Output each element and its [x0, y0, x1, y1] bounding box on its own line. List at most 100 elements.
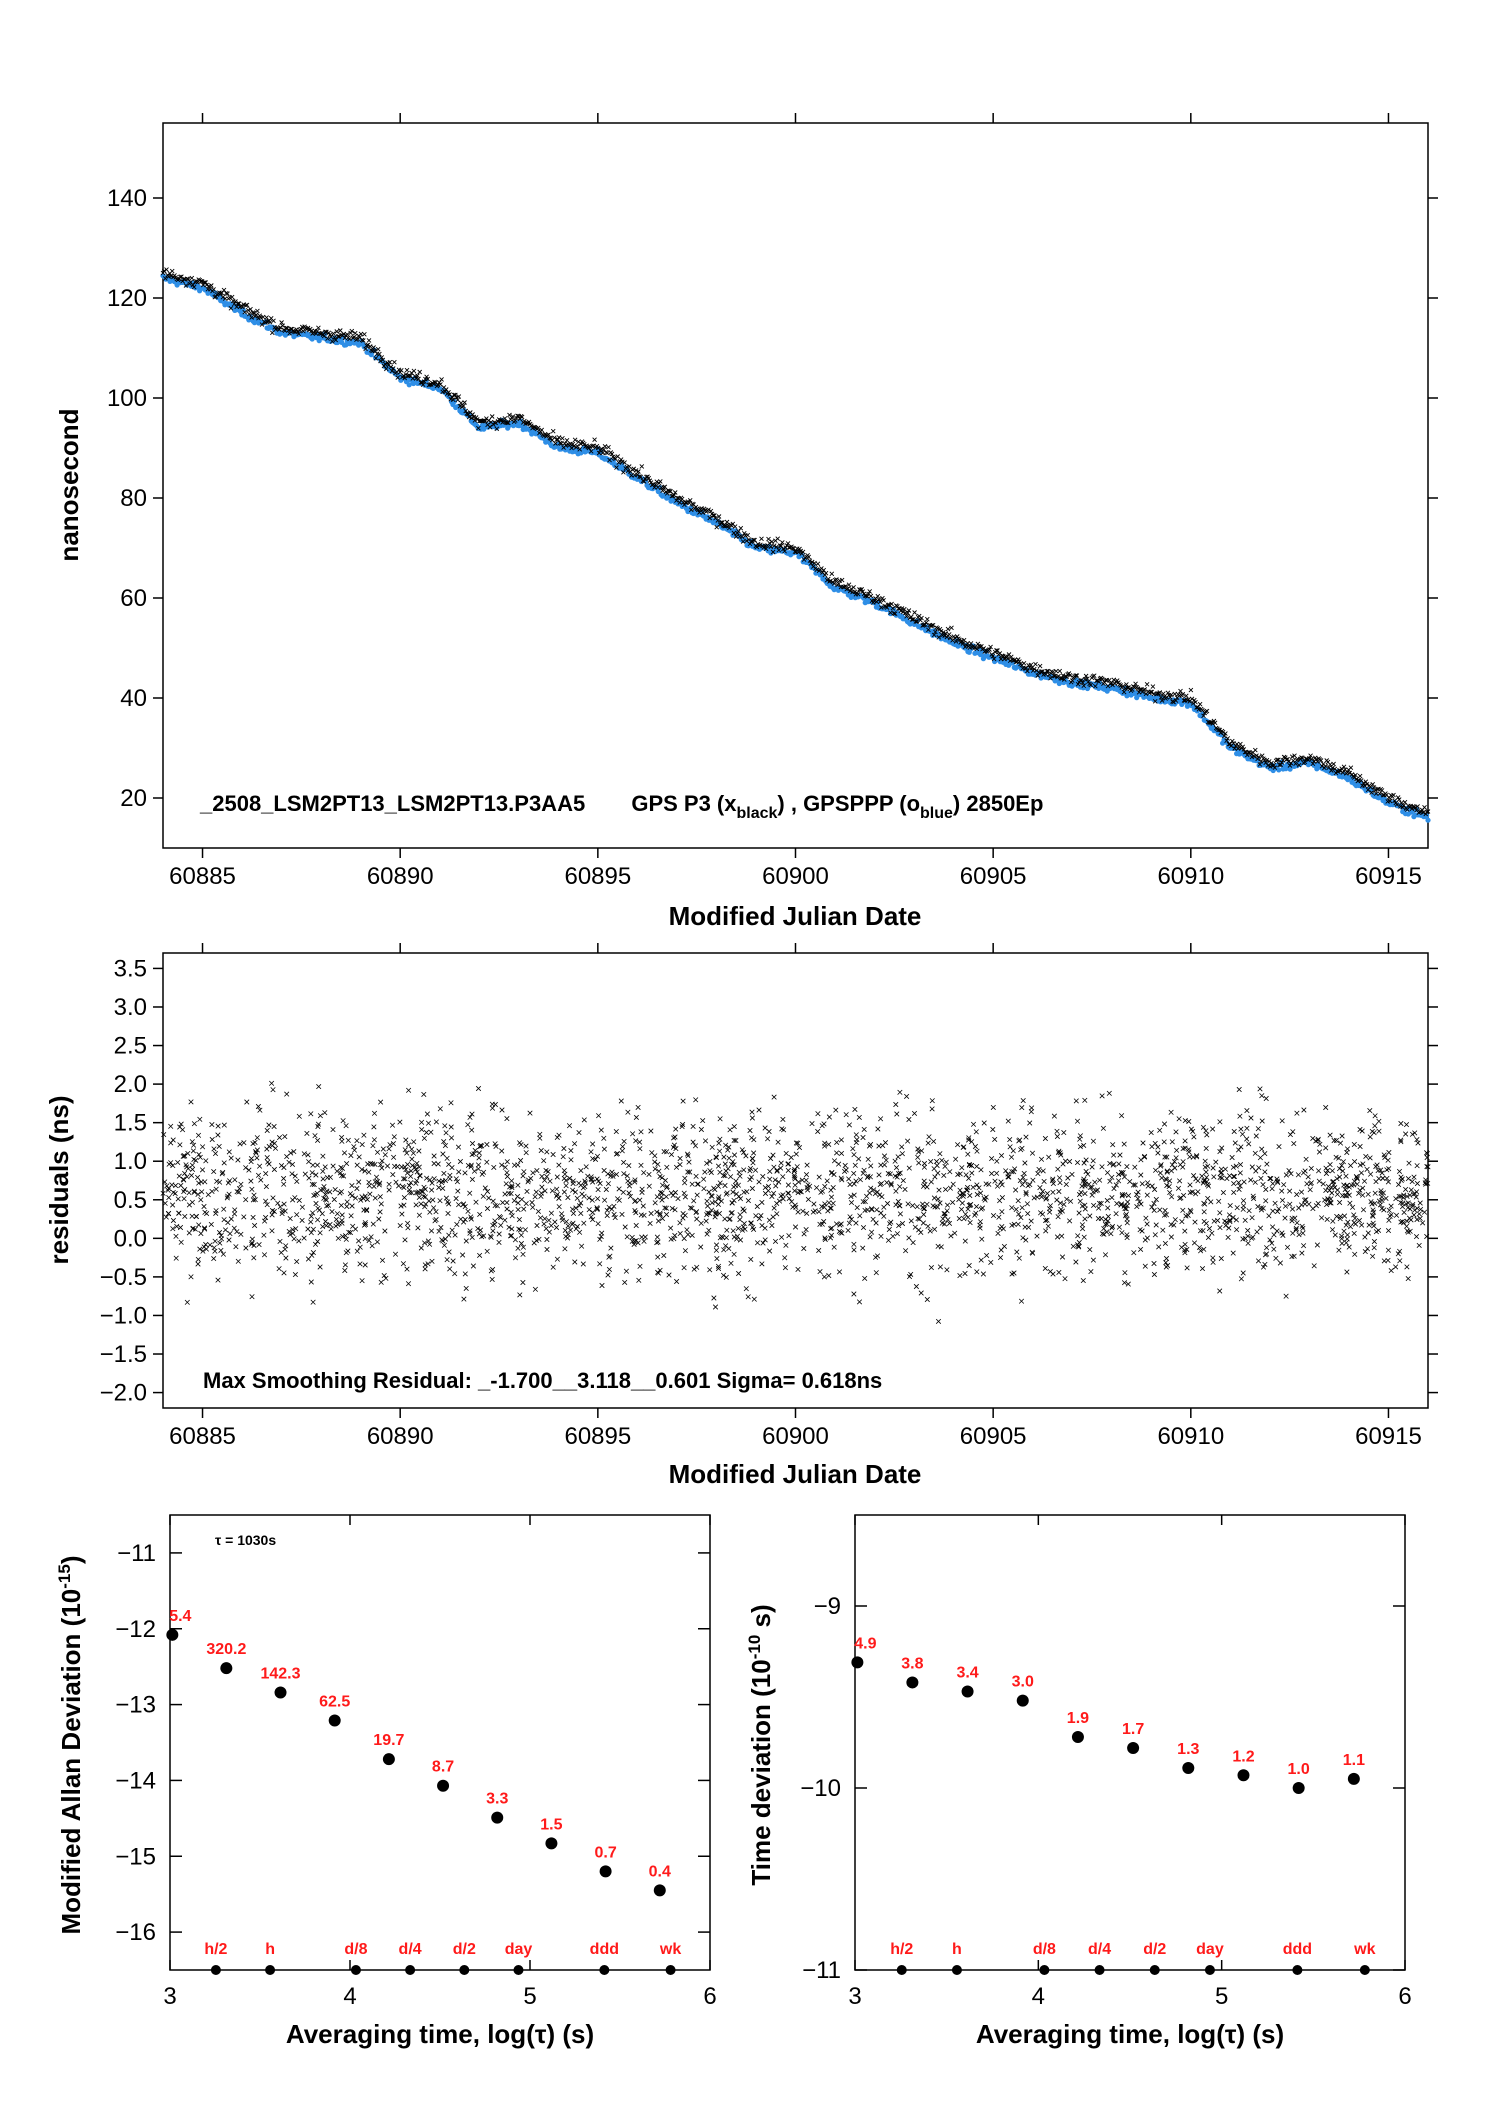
- gps-p3-point: [905, 610, 911, 616]
- residual-point: [1023, 1191, 1029, 1197]
- y-axis-label-2: residuals (ns): [44, 1095, 74, 1264]
- residual-point: [324, 1188, 330, 1194]
- residual-point: [405, 1225, 411, 1231]
- residual-point: [249, 1294, 255, 1300]
- residual-point: [1279, 1118, 1285, 1124]
- residual-point: [582, 1180, 588, 1186]
- y-axis-label-4-sup: -10: [745, 1635, 764, 1660]
- residual-point: [324, 1203, 330, 1209]
- residual-point: [853, 1178, 859, 1184]
- residual-point: [1173, 1129, 1179, 1135]
- residual-point: [943, 1186, 949, 1192]
- residual-point: [220, 1251, 226, 1257]
- residual-point: [406, 1182, 412, 1189]
- residual-point: [520, 1251, 526, 1257]
- residual-point: [302, 1171, 308, 1177]
- gps-p3-point: [668, 489, 673, 494]
- residual-point: [484, 1205, 491, 1212]
- residual-point: [865, 1156, 871, 1162]
- residual-point: [357, 1244, 363, 1250]
- gps-p3-point: [229, 294, 235, 300]
- residual-point: [999, 1209, 1005, 1215]
- residual-point: [1302, 1201, 1308, 1207]
- residual-point: [211, 1146, 217, 1152]
- gps-p3-point: [183, 283, 189, 288]
- residual-point: [1237, 1162, 1244, 1168]
- gps-p3-point: [1180, 691, 1186, 697]
- axis-ticks-4: 3 4 5 6−9−10−11: [800, 1515, 1412, 2010]
- residual-point: [186, 1190, 192, 1196]
- residual-point: [1055, 1166, 1061, 1172]
- y-tick-label: −16: [115, 1919, 156, 1946]
- residual-point: [1080, 1226, 1086, 1232]
- gps-p3-point: [839, 577, 845, 583]
- residual-point: [416, 1194, 422, 1200]
- residual-point: [349, 1193, 355, 1199]
- gps-p3-point: [1158, 695, 1164, 700]
- gps-p3-point: [169, 268, 175, 274]
- residual-point: [409, 1190, 415, 1196]
- residual-point: [287, 1232, 293, 1238]
- residual-point: [1151, 1200, 1157, 1207]
- residual-point: [1070, 1243, 1076, 1249]
- residual-point: [477, 1211, 483, 1217]
- residual-point: [1182, 1228, 1188, 1234]
- residual-point: [218, 1247, 224, 1253]
- residual-point: [1191, 1134, 1197, 1140]
- residual-point: [851, 1152, 857, 1158]
- residual-point: [1260, 1264, 1267, 1270]
- residual-point: [1376, 1128, 1382, 1134]
- residual-point: [572, 1141, 578, 1147]
- residual-point: [1037, 1185, 1043, 1191]
- residual-point: [826, 1200, 832, 1206]
- point-label: 1.9: [1067, 1710, 1089, 1727]
- residual-point: [446, 1161, 452, 1167]
- residual-point: [1345, 1219, 1351, 1225]
- residual-point: [1424, 1233, 1430, 1240]
- residual-point: [941, 1172, 947, 1178]
- residual-point: [554, 1191, 560, 1197]
- interval-label: day: [505, 1941, 533, 1958]
- gps-p3-point: [641, 479, 647, 484]
- residual-point: [1227, 1203, 1233, 1209]
- residual-point: [162, 1200, 168, 1206]
- residual-point: [613, 1171, 620, 1177]
- residual-point: [1237, 1170, 1243, 1176]
- residual-point: [924, 1296, 930, 1303]
- gps-p3-point: [515, 413, 520, 419]
- residual-point: [261, 1252, 268, 1258]
- residual-point: [1189, 1189, 1195, 1195]
- residual-point: [765, 1183, 772, 1189]
- residual-point: [1352, 1215, 1358, 1221]
- residual-point: [618, 1098, 624, 1104]
- residual-point: [586, 1195, 592, 1201]
- residual-point: [842, 1168, 848, 1174]
- residual-point: [1357, 1187, 1363, 1193]
- residual-point: [1240, 1206, 1246, 1212]
- residual-point: [352, 1226, 359, 1232]
- residual-point: [530, 1204, 536, 1210]
- residual-point: [380, 1146, 386, 1152]
- gps-p3-point: [1232, 746, 1237, 751]
- residual-point: [1209, 1230, 1215, 1236]
- gpsppp-point: [799, 552, 805, 559]
- residual-point: [786, 1161, 792, 1167]
- residual-point: [1282, 1203, 1289, 1209]
- residual-point: [1403, 1201, 1409, 1207]
- residual-point: [1270, 1181, 1276, 1187]
- residual-point: [1376, 1118, 1382, 1124]
- residual-point: [957, 1171, 963, 1177]
- residual-point: [875, 1126, 881, 1132]
- residual-point: [1003, 1168, 1009, 1174]
- residual-point: [289, 1171, 295, 1177]
- residual-point: [1351, 1141, 1357, 1148]
- residual-point: [322, 1218, 329, 1225]
- gps-p3-point: [1216, 727, 1221, 733]
- residual-point: [677, 1231, 683, 1237]
- gps-p3-point: [1396, 797, 1402, 802]
- point-label: 1.3: [1177, 1741, 1199, 1758]
- residual-point: [428, 1228, 435, 1234]
- residual-point: [477, 1252, 483, 1258]
- residual-point: [925, 1223, 931, 1229]
- residual-point: [608, 1245, 614, 1251]
